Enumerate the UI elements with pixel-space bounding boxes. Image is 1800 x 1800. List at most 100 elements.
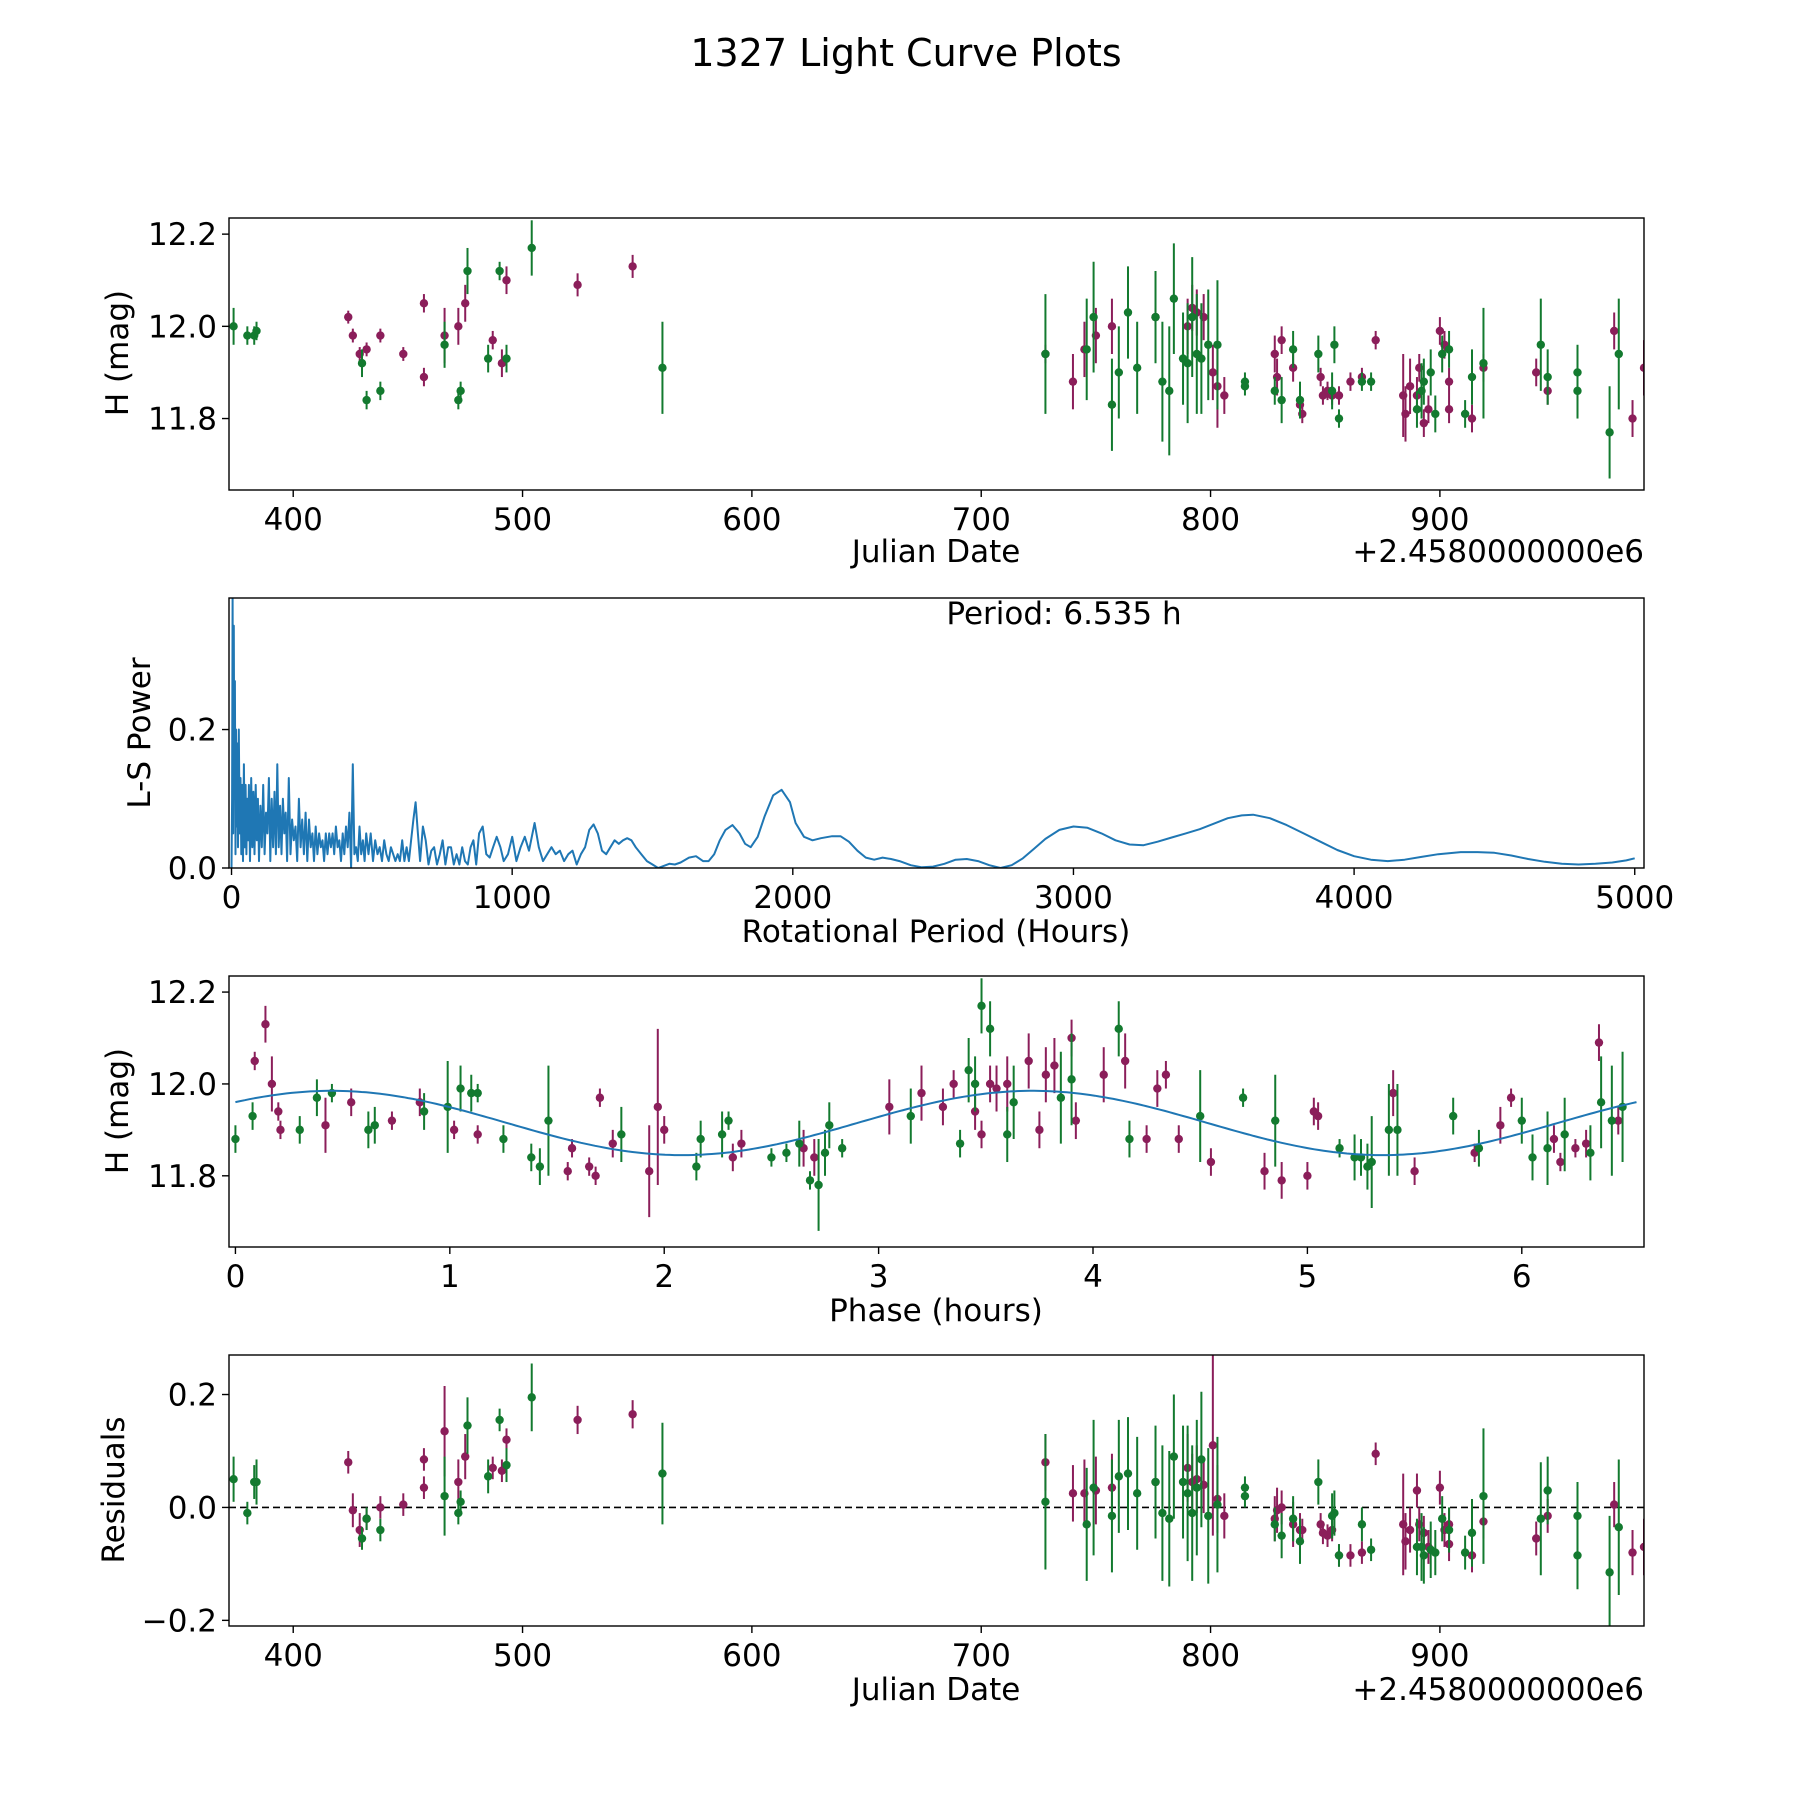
phased-data-point bbox=[820, 1148, 830, 1158]
lightcurve-data-point bbox=[1330, 340, 1339, 349]
phased-data-point bbox=[584, 1162, 594, 1171]
phased-data-point bbox=[370, 1121, 379, 1130]
residuals-data-point bbox=[1573, 1551, 1582, 1560]
phased-data-point bbox=[1050, 1061, 1059, 1070]
phased-data-point bbox=[1196, 1111, 1205, 1121]
phased-data-point bbox=[1056, 1093, 1066, 1102]
phased-data-point bbox=[992, 1084, 1001, 1093]
phased-data-point bbox=[261, 1020, 270, 1029]
phased-ytick-label: 12.0 bbox=[148, 1067, 217, 1103]
phased-data-point bbox=[419, 1107, 429, 1116]
periodogram-plot-area bbox=[230, 598, 1635, 868]
residuals-data-point bbox=[419, 1455, 429, 1464]
phased-data-point bbox=[1099, 1070, 1108, 1079]
phased-data-point bbox=[449, 1125, 459, 1135]
residuals-data-point bbox=[1371, 1449, 1380, 1459]
periodogram-ytick-label: 0.2 bbox=[168, 713, 217, 749]
residuals-series-1 bbox=[344, 1355, 1644, 1576]
residuals-data-point bbox=[1431, 1548, 1440, 1557]
phased-data-point bbox=[1384, 1125, 1394, 1135]
lightcurve-data-point bbox=[628, 262, 637, 271]
phased-data-point bbox=[1596, 1098, 1606, 1107]
phased-data-point bbox=[276, 1125, 285, 1135]
phased-ylabel: H (mag) bbox=[100, 1048, 136, 1174]
phased-data-point bbox=[737, 1139, 746, 1148]
phased-data-point bbox=[248, 1111, 257, 1121]
residuals-data-point bbox=[1165, 1514, 1174, 1523]
phased-data-point bbox=[795, 1139, 804, 1148]
phased-data-point bbox=[1581, 1139, 1591, 1148]
phased-data-point bbox=[1614, 1116, 1623, 1125]
lightcurve-data-point bbox=[440, 340, 449, 349]
phased-data-point bbox=[724, 1116, 733, 1125]
phased-data-point bbox=[1277, 1176, 1286, 1185]
residuals-data-point bbox=[502, 1435, 511, 1444]
lightcurve-data-point bbox=[1467, 372, 1477, 382]
residuals-data-point bbox=[344, 1458, 353, 1467]
phased-data-point bbox=[1313, 1111, 1323, 1121]
lightcurve-data-point bbox=[1426, 368, 1435, 377]
lightcurve-axes-frame bbox=[228, 217, 1645, 491]
phased-data-point bbox=[1506, 1093, 1516, 1102]
lightcurve-data-point bbox=[1366, 377, 1376, 386]
phased-data-point bbox=[1474, 1144, 1484, 1153]
phased-ytick-label: 12.2 bbox=[148, 975, 217, 1011]
residuals-data-point bbox=[1183, 1489, 1192, 1498]
residuals-data-point bbox=[488, 1463, 497, 1473]
phased-data-point bbox=[955, 1139, 965, 1148]
phased-data-point bbox=[1528, 1153, 1537, 1162]
residuals-data-point bbox=[628, 1410, 637, 1419]
lightcurve-data-point bbox=[1424, 405, 1433, 414]
residuals-data-point bbox=[1277, 1503, 1286, 1512]
phased-data-point bbox=[591, 1171, 600, 1181]
residuals-data-point bbox=[1082, 1520, 1091, 1529]
residuals-data-point bbox=[1467, 1528, 1477, 1538]
phased-data-point bbox=[985, 1079, 995, 1089]
lightcurve-data-point bbox=[1460, 409, 1470, 419]
lightcurve-data-point bbox=[1479, 359, 1488, 368]
residuals-data-point bbox=[1437, 1514, 1447, 1523]
residuals-data-point bbox=[658, 1469, 667, 1478]
lightcurve-data-point bbox=[1573, 368, 1582, 377]
residuals-data-point bbox=[362, 1514, 371, 1523]
lightcurve-data-point bbox=[1419, 418, 1429, 428]
lightcurve-data-point bbox=[502, 354, 511, 363]
panel-residuals: Julian Date Residuals +2.4580000000e6 bbox=[96, 1416, 1644, 1708]
periodogram-annotation: Period: 6.535 h bbox=[946, 596, 1181, 632]
residuals-xtick-label: 800 bbox=[1181, 1638, 1240, 1674]
lightcurve-plot-area bbox=[229, 220, 1644, 479]
phased-data-point bbox=[544, 1116, 553, 1125]
phased-data-point bbox=[274, 1107, 283, 1116]
lightcurve-data-point bbox=[1334, 391, 1344, 400]
phased-xtick-label: 1 bbox=[440, 1259, 460, 1295]
lightcurve-ytick-label: 12.0 bbox=[148, 309, 217, 345]
phased-xtick-label: 5 bbox=[1298, 1259, 1318, 1295]
phased-data-point bbox=[1174, 1134, 1183, 1144]
residuals-data-point bbox=[1220, 1511, 1229, 1521]
phased-data-point bbox=[1496, 1121, 1505, 1130]
residuals-data-point bbox=[399, 1500, 408, 1509]
residuals-plot-area bbox=[229, 1355, 1644, 1626]
phased-data-point bbox=[567, 1144, 577, 1153]
residuals-data-point bbox=[1419, 1551, 1429, 1560]
phased-xtick-label: 3 bbox=[869, 1259, 889, 1295]
phased-ytick-label: 11.8 bbox=[148, 1159, 217, 1195]
phased-data-point bbox=[1271, 1116, 1280, 1125]
lightcurve-data-point bbox=[1041, 349, 1050, 359]
panel-periodogram: Rotational Period (Hours) L-S Power Peri… bbox=[122, 596, 1182, 950]
residuals-xlabel: Julian Date bbox=[850, 1672, 1021, 1708]
residuals-data-point bbox=[1169, 1452, 1179, 1461]
residuals-data-point bbox=[527, 1393, 536, 1402]
phased-data-point bbox=[653, 1102, 662, 1112]
phased-data-point bbox=[1009, 1098, 1018, 1107]
residuals-data-point bbox=[1346, 1551, 1355, 1560]
lightcurve-data-point bbox=[1107, 322, 1117, 331]
lightcurve-xtick-label: 900 bbox=[1410, 502, 1469, 538]
phased-data-point bbox=[1003, 1079, 1012, 1089]
residuals-xtick-label: 600 bbox=[722, 1638, 781, 1674]
lightcurve-xtick-label: 800 bbox=[1181, 502, 1240, 538]
lightcurve-xlabel: Julian Date bbox=[850, 534, 1021, 570]
lightcurve-data-point bbox=[483, 354, 493, 363]
residuals-data-point bbox=[1204, 1511, 1213, 1521]
